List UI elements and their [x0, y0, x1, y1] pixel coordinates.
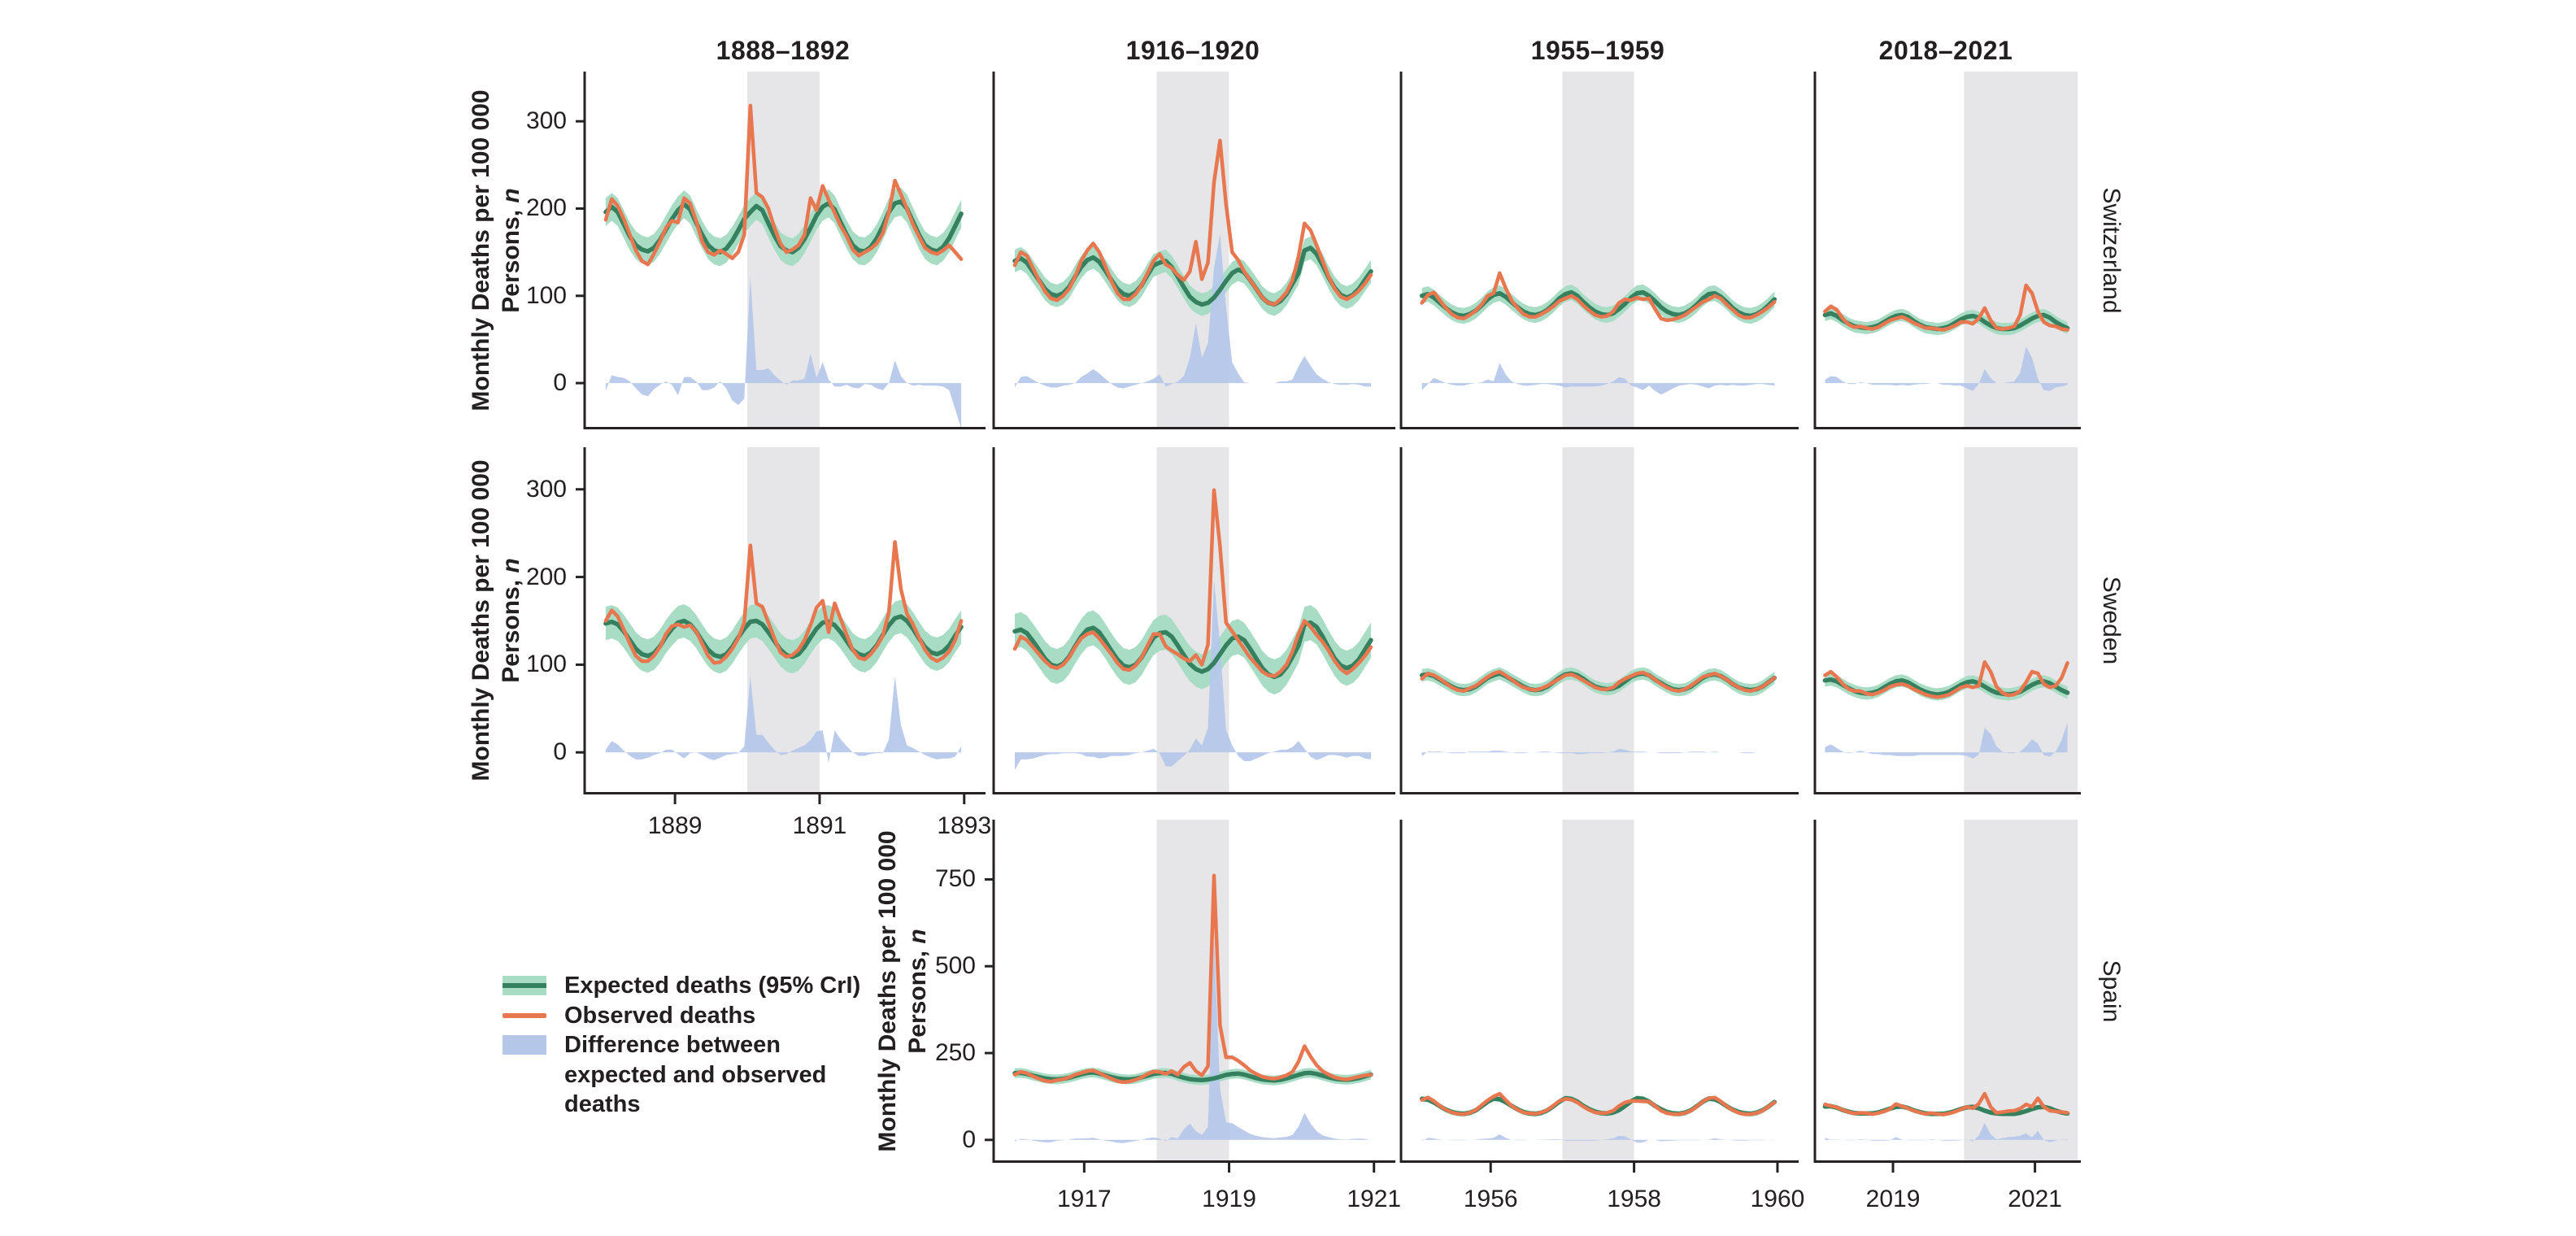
pandemic-period-band — [1964, 72, 2078, 429]
x-tick-label: 1919 — [1202, 1186, 1256, 1212]
row-label-sweden: Sweden — [2098, 576, 2125, 665]
y-tick-label: 300 — [525, 475, 567, 503]
panel-Sweden-1888–1892 — [576, 447, 986, 804]
y-axis-title-row2: Monthly Deaths per 100 000 Persons, n — [468, 459, 524, 781]
panel-Switzerland-1916–1920 — [992, 72, 1395, 429]
legend-label-difference: Difference between expected and observed… — [564, 1032, 827, 1117]
x-tick-label: 2021 — [2008, 1186, 2062, 1212]
observed-deaths-line — [603, 540, 964, 665]
difference-area — [1421, 748, 1775, 756]
column-header-1888-1892: 1888–1892 — [716, 36, 851, 65]
difference-area — [1015, 233, 1371, 389]
observed-deaths-line — [1012, 138, 1373, 307]
column-header-1916-1920: 1916–1920 — [1125, 36, 1260, 65]
panel-Spain-1916–1920 — [985, 820, 1395, 1173]
difference-swatch — [503, 1035, 546, 1055]
y-tick-label: 250 — [934, 1039, 976, 1067]
expected-deaths-swatch — [503, 976, 546, 995]
x-tick-label: 1921 — [1347, 1186, 1402, 1212]
observed-deaths-line — [1012, 873, 1373, 1085]
legend-label-expected: Expected deaths (95% CrI) — [564, 973, 861, 999]
panel-Spain-2018–2021 — [1813, 820, 2081, 1173]
legend-item-observed: Observed deaths — [503, 1001, 865, 1031]
x-tick-label: 1893 — [937, 812, 992, 839]
y-tick-label: 200 — [525, 194, 567, 222]
observed-deaths-line — [1012, 488, 1373, 678]
panel-Sweden-1955–1959 — [1399, 447, 1799, 794]
panel-Spain-1955–1959 — [1399, 820, 1799, 1173]
observed-deaths-line — [603, 103, 964, 267]
x-tick-label: 1891 — [792, 812, 847, 839]
x-tick-label: 1917 — [1056, 1186, 1112, 1212]
y-tick-label: 500 — [934, 952, 976, 980]
y-tick-label: 100 — [525, 651, 567, 678]
difference-area — [1825, 346, 2068, 391]
y-tick-label: 0 — [553, 738, 567, 766]
row-label-switzerland: Switzerland — [2098, 187, 2125, 314]
row-label-spain: Spain — [2098, 960, 2125, 1023]
x-tick-label: 1960 — [1750, 1186, 1805, 1212]
panel-Switzerland-1888–1892 — [576, 72, 986, 429]
observed-deaths-line — [1823, 283, 2069, 332]
observed-deaths-line — [1420, 669, 1777, 694]
x-tick-label: 1889 — [647, 812, 703, 839]
legend-item-difference: Difference between expected and observed… — [503, 1030, 865, 1120]
legend-item-expected: Expected deaths (95% CrI) — [503, 971, 865, 1001]
expected-line-icon — [503, 983, 546, 988]
pandemic-period-band — [1562, 72, 1634, 429]
observed-deaths-swatch — [503, 1012, 546, 1018]
column-header-1955-1959: 1955–1959 — [1530, 36, 1665, 65]
x-tick-label: 1956 — [1463, 1186, 1518, 1212]
y-tick-label: 0 — [962, 1125, 976, 1153]
y-tick-label: 200 — [525, 563, 567, 590]
observed-deaths-line — [1823, 1091, 2069, 1116]
column-header-2018-2021: 2018–2021 — [1878, 36, 2013, 65]
panel-Sweden-2018–2021 — [1813, 447, 2081, 794]
pandemic-period-band — [1964, 820, 2078, 1163]
difference-area — [605, 676, 962, 764]
y-tick-label: 300 — [525, 107, 567, 135]
panel-Switzerland-1955–1959 — [1399, 72, 1799, 429]
legend-label-observed: Observed deaths — [564, 1002, 756, 1029]
x-tick-label: 2019 — [1865, 1186, 1921, 1212]
x-tick-label: 1958 — [1607, 1186, 1661, 1212]
observed-deaths-line — [1420, 271, 1777, 323]
panel-Switzerland-2018–2021 — [1813, 72, 2081, 429]
difference-area — [1421, 1134, 1775, 1143]
y-axis-title-row3: Monthly Deaths per 100 000 Persons, n — [874, 830, 931, 1152]
y-tick-label: 100 — [525, 281, 567, 309]
observed-deaths-line — [1823, 659, 2069, 699]
panel-Sweden-1916–1920 — [992, 447, 1395, 794]
pandemic-period-band — [1562, 447, 1634, 794]
y-tick-label: 750 — [934, 865, 976, 893]
difference-area — [1825, 1122, 2068, 1142]
y-tick-label: 0 — [553, 369, 567, 397]
observed-deaths-line — [1420, 1091, 1777, 1116]
chart-legend: Expected deaths (95% CrI) Observed death… — [503, 971, 865, 1120]
